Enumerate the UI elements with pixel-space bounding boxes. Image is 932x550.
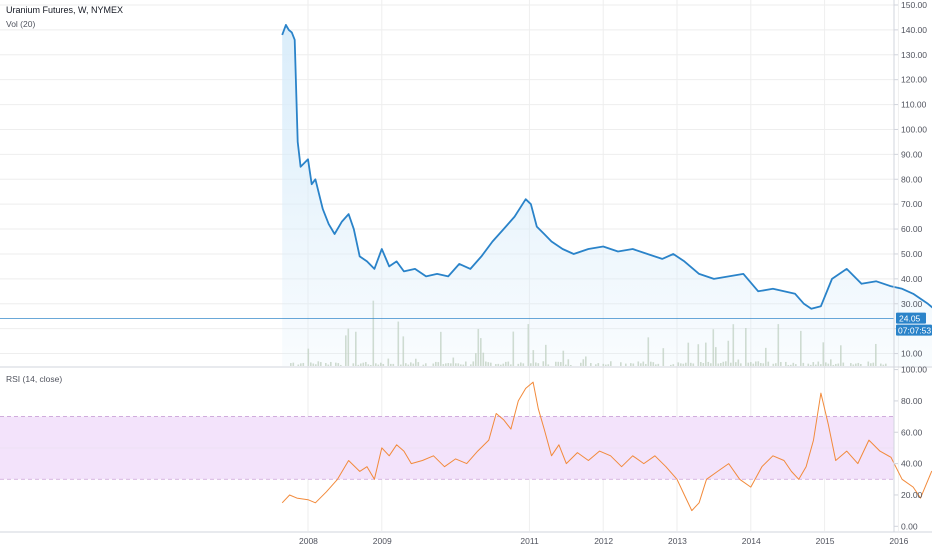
x-tick-label: 2014 (742, 536, 761, 546)
y-tick-label: 130.00 (901, 50, 927, 60)
y-tick-label: 10.00 (901, 349, 923, 359)
y-tick-label: 150.00 (901, 0, 927, 10)
y-tick-label: 50.00 (901, 249, 923, 259)
last-price-tag: 24.05 07:07:53 (896, 312, 932, 336)
price-series (0, 24, 932, 366)
countdown-badge (896, 324, 932, 336)
y-tick-label: 40.00 (901, 274, 923, 284)
x-tick-label: 2008 (299, 536, 318, 546)
y-tick-label: 90.00 (901, 149, 923, 159)
last-price-text: 24.05 (899, 314, 921, 324)
y-tick-label: 30.00 (901, 299, 923, 309)
y-tick-label: 140.00 (901, 25, 927, 35)
rsi-axis[interactable]: 0.00 20.00 40.00 60.00 80.00 100.00 (894, 365, 927, 532)
y-tick-label: 100.00 (901, 124, 927, 134)
x-tick-label: 2016 (889, 536, 908, 546)
rsi-y-tick-label: 0.00 (901, 521, 918, 531)
volume-legend[interactable]: Vol (20) (6, 19, 35, 29)
x-tick-label: 2011 (520, 536, 539, 546)
y-tick-label: 110.00 (901, 100, 927, 110)
last-price-badge (896, 312, 926, 324)
rsi-y-tick-label: 20.00 (901, 490, 923, 500)
y-tick-label: 70.00 (901, 199, 923, 209)
price-area (282, 24, 932, 366)
rsi-y-tick-label: 40.00 (901, 459, 923, 469)
rsi-legend[interactable]: RSI (14, close) (6, 374, 62, 384)
rsi-y-tick-label: 60.00 (901, 427, 923, 437)
y-tick-label: 60.00 (901, 224, 923, 234)
rsi-y-tick-label: 80.00 (901, 396, 923, 406)
x-tick-label: 2013 (668, 536, 687, 546)
x-tick-label: 2012 (594, 536, 613, 546)
countdown-text: 07:07:53 (898, 326, 931, 336)
y-tick-label: 120.00 (901, 75, 927, 85)
time-axis[interactable]: 2008200920112012201320142015201620172018… (299, 536, 932, 546)
chart-title[interactable]: Uranium Futures, W, NYMEX (6, 5, 123, 15)
x-tick-label: 2015 (816, 536, 835, 546)
y-tick-label: 80.00 (901, 174, 923, 184)
rsi-series (0, 381, 932, 512)
rsi-y-tick-label: 100.00 (901, 365, 927, 375)
x-tick-label: 2009 (373, 536, 392, 546)
rsi-line (281, 381, 932, 512)
price-line (281, 24, 932, 310)
